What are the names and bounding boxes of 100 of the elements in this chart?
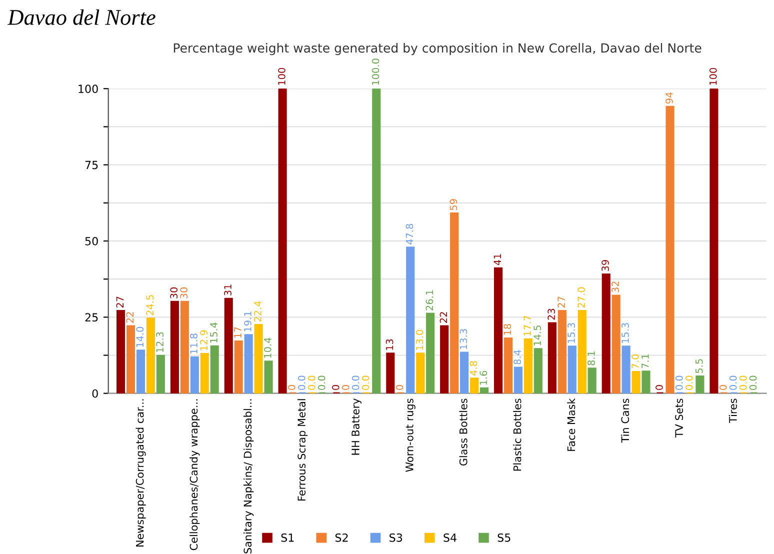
data-label: 0.0: [318, 376, 326, 390]
data-label: 0: [396, 385, 404, 390]
data-label: 30: [170, 287, 178, 298]
bar: [372, 88, 381, 394]
data-label: 0: [288, 385, 296, 390]
chart-title: Percentage weight waste generated by composition in New Corella, Davao del Norte: [174, 43, 702, 56]
data-label: 14.5: [534, 326, 541, 346]
data-label: 12.9: [200, 330, 208, 350]
y-tick-label: 100: [78, 84, 98, 94]
bar: [440, 325, 449, 394]
data-label: 0.0: [739, 376, 747, 390]
bar: [200, 352, 209, 394]
data-label: 0.0: [729, 376, 737, 390]
data-label: 18: [504, 324, 512, 335]
bar: [244, 334, 253, 394]
x-tick-label: Tires: [728, 398, 737, 424]
data-label: 30: [180, 287, 188, 298]
legend-label: S2: [335, 533, 348, 542]
data-label: 17.7: [524, 316, 531, 336]
data-label: 32: [612, 282, 619, 292]
data-label: 22.4: [254, 301, 262, 322]
bar: [460, 352, 469, 394]
x-tick-label: Face Mask: [567, 398, 576, 451]
bar: [190, 356, 199, 394]
bar: [514, 366, 522, 394]
data-label: 23: [548, 308, 555, 320]
legend-label: S3: [390, 533, 402, 542]
bar: [264, 360, 273, 394]
bar: [180, 300, 189, 394]
data-label: 0: [342, 385, 350, 390]
bar: [254, 324, 263, 394]
data-label: 7.0: [631, 354, 639, 368]
bar: [480, 387, 489, 394]
bar: [534, 348, 542, 394]
bar: [494, 267, 503, 394]
data-label: 0.0: [749, 376, 757, 390]
x-tick-label: Sanitary Napkins/ Disposabl...: [244, 399, 254, 554]
data-label: 27: [116, 296, 124, 308]
bar: [622, 346, 630, 394]
data-label: 13.0: [416, 330, 424, 350]
y-tick-label: 0: [92, 389, 98, 398]
bar: [470, 378, 479, 394]
bar: [710, 88, 718, 394]
data-label: 15.4: [210, 322, 218, 343]
data-label: 15.3: [568, 323, 575, 343]
bar: [116, 310, 126, 394]
data-label: 0.0: [675, 376, 683, 390]
x-tick-label: Worn-out rugs: [406, 398, 416, 472]
bar: [666, 106, 674, 394]
data-label: 26.1: [426, 290, 434, 310]
data-label: 22: [126, 312, 134, 323]
data-label: 27: [558, 296, 565, 308]
data-label: 0: [719, 385, 727, 390]
legend-label: S1: [281, 533, 294, 542]
bar: [578, 310, 586, 394]
bar: [136, 350, 145, 394]
data-label: 17: [234, 327, 242, 338]
data-label: 100.0: [372, 58, 380, 85]
data-label: 15.3: [622, 323, 629, 343]
bar: [386, 352, 395, 394]
data-label: 24.5: [146, 295, 154, 316]
y-tick-label: 25: [85, 313, 98, 322]
y-tick-label: 50: [85, 236, 98, 246]
bar: [234, 340, 243, 394]
data-label: 7.1: [642, 354, 649, 368]
data-label: 0.0: [685, 376, 693, 390]
data-label: 100: [278, 68, 286, 85]
x-tick-label: Ferrous Scrap Metal: [297, 399, 308, 501]
bar: [416, 352, 425, 394]
legend-label: S4: [444, 533, 456, 542]
bar: [450, 212, 459, 394]
bar: [524, 338, 532, 394]
data-label: 94: [665, 92, 673, 104]
bar: [504, 337, 513, 394]
legend-label: S5: [498, 533, 510, 542]
x-tick-label: Tin Cans: [621, 398, 630, 443]
data-label: 12.3: [156, 332, 164, 352]
x-tick-label: HH Battery: [352, 398, 362, 455]
y-tick-label: 75: [85, 160, 98, 170]
bar: [588, 368, 596, 394]
data-label: 41: [494, 254, 501, 266]
bar: [210, 345, 219, 394]
bar: [146, 318, 155, 394]
x-tick-label: Newspaper/Corrugated car...: [136, 399, 146, 547]
data-label: 10.4: [264, 338, 272, 358]
data-label: 0.0: [352, 376, 360, 390]
bar: [126, 325, 136, 394]
bar: [170, 300, 179, 394]
data-label: 0.0: [308, 376, 316, 390]
text: Davao del Norte: [7, 9, 156, 25]
data-label: 11.8: [190, 334, 198, 354]
data-label: 0: [332, 385, 340, 390]
bar: [568, 346, 576, 394]
bar: [558, 310, 566, 394]
data-label: 0.0: [298, 376, 306, 390]
data-label: 47.8: [406, 224, 414, 244]
bar: [224, 298, 233, 394]
bar: [406, 246, 415, 394]
data-label: 100: [709, 68, 717, 85]
x-tick-label: Cellophanes/Candy wrappe...: [190, 399, 200, 550]
